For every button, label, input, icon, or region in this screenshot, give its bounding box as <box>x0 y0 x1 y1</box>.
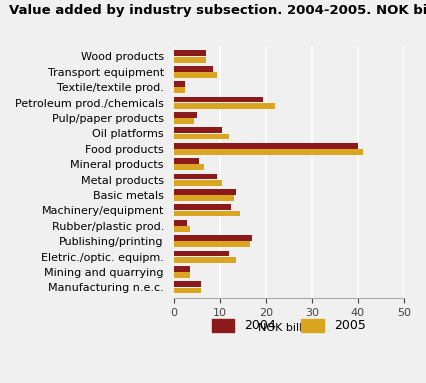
Bar <box>174 266 190 272</box>
Text: Value added by industry subsection. 2004-2005. NOK billion: Value added by industry subsection. 2004… <box>9 4 426 17</box>
Bar <box>174 288 201 293</box>
Bar <box>174 220 187 226</box>
Bar <box>174 241 250 247</box>
Legend: 2004, 2005: 2004, 2005 <box>207 314 371 337</box>
Bar <box>174 143 358 149</box>
Bar <box>174 250 229 256</box>
Bar <box>174 211 240 216</box>
Bar <box>174 134 229 139</box>
Bar <box>174 81 185 87</box>
Bar <box>174 103 275 109</box>
Bar <box>174 149 363 155</box>
Bar <box>174 164 204 170</box>
Bar <box>174 189 236 195</box>
Bar <box>174 195 233 201</box>
Bar <box>174 272 190 278</box>
Bar <box>174 118 194 124</box>
Bar <box>174 158 199 164</box>
Bar <box>174 235 252 241</box>
Bar <box>174 50 206 56</box>
Bar <box>174 57 206 62</box>
Bar <box>174 226 190 232</box>
Bar <box>174 72 217 78</box>
Bar <box>174 112 197 118</box>
Bar <box>174 127 222 133</box>
Bar <box>174 257 236 263</box>
Bar <box>174 180 222 186</box>
Bar <box>174 97 263 102</box>
Bar <box>174 173 217 179</box>
Bar <box>174 204 231 210</box>
Bar <box>174 282 201 287</box>
Bar <box>174 66 213 72</box>
X-axis label: NOK billion: NOK billion <box>258 324 320 334</box>
Bar <box>174 87 185 93</box>
